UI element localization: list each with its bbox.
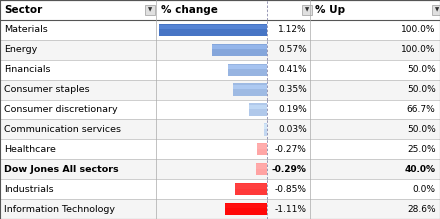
Bar (249, 104, 267, 109)
Bar (227, 65, 267, 69)
Text: 28.6%: 28.6% (407, 205, 436, 214)
Bar (0, 100, 440, 119)
Bar (212, 44, 267, 56)
Text: 50.0%: 50.0% (407, 65, 436, 74)
Text: 0.41%: 0.41% (278, 65, 307, 74)
Bar (233, 83, 267, 96)
Text: 0.19%: 0.19% (278, 105, 307, 114)
Bar (256, 164, 267, 169)
Text: 0.57%: 0.57% (278, 45, 307, 54)
Text: -0.27%: -0.27% (275, 145, 307, 154)
Bar (257, 144, 267, 149)
Bar (264, 124, 267, 129)
Text: 1.12%: 1.12% (278, 25, 307, 34)
Text: 0.0%: 0.0% (413, 185, 436, 194)
Text: Consumer staples: Consumer staples (4, 85, 90, 94)
Bar (0, 179, 440, 199)
Text: ▼: ▼ (148, 7, 152, 12)
Text: Information Technology: Information Technology (4, 205, 115, 214)
Text: Consumer discretionary: Consumer discretionary (4, 105, 118, 114)
Text: 0.03%: 0.03% (278, 125, 307, 134)
Bar (257, 143, 267, 155)
Bar (235, 183, 267, 195)
Bar (145, 5, 155, 15)
Text: 0.35%: 0.35% (278, 85, 307, 94)
Bar (225, 203, 267, 215)
Text: Sector: Sector (4, 5, 43, 15)
Bar (249, 103, 267, 116)
Bar (235, 184, 267, 189)
Text: ▼: ▼ (305, 7, 309, 12)
Bar (0, 80, 440, 100)
Text: -1.11%: -1.11% (275, 205, 307, 214)
Text: -0.29%: -0.29% (272, 165, 307, 174)
Text: 25.0%: 25.0% (407, 145, 436, 154)
Bar (256, 163, 267, 175)
Bar (302, 5, 312, 15)
Bar (212, 45, 267, 49)
Bar (432, 5, 440, 15)
Text: 50.0%: 50.0% (407, 85, 436, 94)
Text: 66.7%: 66.7% (407, 105, 436, 114)
Bar (0, 20, 440, 40)
Text: Financials: Financials (4, 65, 51, 74)
Text: ▼: ▼ (435, 7, 439, 12)
Bar (0, 40, 440, 60)
Text: 50.0%: 50.0% (407, 125, 436, 134)
Bar (0, 199, 440, 219)
Bar (227, 64, 267, 76)
Text: % Up: % Up (315, 5, 345, 15)
Bar (225, 204, 267, 208)
Text: 100.0%: 100.0% (401, 25, 436, 34)
Bar (0, 139, 440, 159)
Bar (159, 24, 267, 36)
Text: Communication services: Communication services (4, 125, 121, 134)
Text: % change: % change (161, 5, 217, 15)
Bar (233, 85, 267, 89)
Bar (264, 123, 267, 136)
Text: Materials: Materials (4, 25, 48, 34)
Bar (0, 60, 440, 80)
Text: 40.0%: 40.0% (405, 165, 436, 174)
Text: Healthcare: Healthcare (4, 145, 56, 154)
Text: Industrials: Industrials (4, 185, 54, 194)
Text: -0.85%: -0.85% (275, 185, 307, 194)
Text: 100.0%: 100.0% (401, 45, 436, 54)
Bar (0, 159, 440, 179)
Bar (159, 25, 267, 29)
Text: Energy: Energy (4, 45, 38, 54)
Bar (0, 119, 440, 139)
Bar (0, 0, 440, 20)
Text: Dow Jones All sectors: Dow Jones All sectors (4, 165, 119, 174)
